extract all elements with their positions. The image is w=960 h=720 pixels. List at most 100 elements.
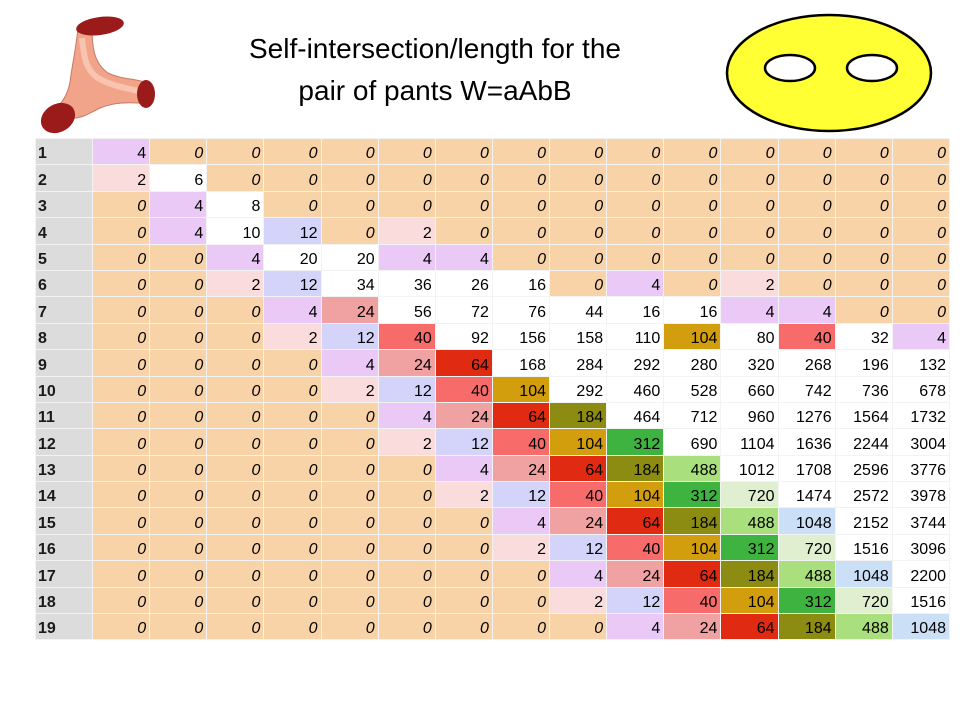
pants-shading bbox=[79, 37, 143, 95]
table-cell: 12 bbox=[548, 533, 608, 562]
table-cell: 0 bbox=[91, 190, 151, 219]
table-row: 16 0 0 0 0 0 0 0 2 12 40 104 312 720 1516 3096 bbox=[35, 533, 951, 562]
table-cell: 0 bbox=[663, 217, 722, 245]
table-cell: 0 bbox=[491, 243, 551, 271]
table-cell: 0 bbox=[91, 454, 151, 483]
table-row: 4 0 4 10 12 0 2 0 0 0 0 0 0 0 0 0 bbox=[35, 217, 951, 245]
table-cell: 0 bbox=[491, 164, 551, 192]
table-cell: 4 bbox=[434, 243, 493, 271]
table-cell: 712 bbox=[663, 401, 722, 430]
table-cell: 0 bbox=[434, 137, 493, 166]
table-cell: 16 bbox=[606, 296, 665, 324]
table-cell: 104 bbox=[663, 533, 722, 562]
table-cell: 1708 bbox=[777, 454, 836, 483]
table-cell: 0 bbox=[320, 613, 379, 641]
table-cell: 2 bbox=[491, 533, 551, 562]
table-cell: 0 bbox=[206, 349, 265, 377]
table-cell: 312 bbox=[777, 586, 836, 615]
table-cell: 0 bbox=[720, 190, 779, 219]
table-cell: 0 bbox=[263, 428, 322, 456]
table-cell: 184 bbox=[663, 507, 722, 535]
surface-hole-left bbox=[763, 53, 817, 83]
table-cell: 0 bbox=[263, 586, 322, 615]
table-cell: 0 bbox=[606, 164, 665, 192]
table-cell: 64 bbox=[491, 401, 551, 430]
pants-body bbox=[51, 25, 151, 119]
row-label: 9 bbox=[35, 349, 93, 377]
table-cell: 0 bbox=[548, 190, 608, 219]
table-cell: 12 bbox=[434, 428, 493, 456]
table-cell: 0 bbox=[606, 217, 665, 245]
table-cell: 4 bbox=[206, 243, 265, 271]
table-cell: 0 bbox=[206, 401, 265, 430]
table-cell: 40 bbox=[377, 322, 436, 351]
table-cell: 12 bbox=[263, 217, 322, 245]
table-row: 9 0 0 0 0 4 24 64 168 284 292 280 320 268 196 132 bbox=[35, 349, 951, 377]
table-cell: 0 bbox=[91, 375, 151, 403]
table-cell: 20 bbox=[263, 243, 322, 271]
table-cell: 0 bbox=[91, 349, 151, 377]
table-cell: 0 bbox=[149, 586, 208, 615]
table-cell: 0 bbox=[891, 243, 951, 271]
table-cell: 0 bbox=[263, 190, 322, 219]
table-cell: 0 bbox=[320, 164, 379, 192]
table-cell: 0 bbox=[149, 428, 208, 456]
table-cell: 12 bbox=[377, 375, 436, 403]
table-cell: 0 bbox=[663, 269, 722, 298]
table-cell: 0 bbox=[548, 164, 608, 192]
table-cell: 0 bbox=[663, 164, 722, 192]
table-cell: 0 bbox=[149, 481, 208, 509]
table-cell: 1012 bbox=[720, 454, 779, 483]
table-cell: 0 bbox=[149, 533, 208, 562]
table-row: 19 0 0 0 0 0 0 0 0 0 4 24 64 184 488 1048 bbox=[35, 613, 951, 641]
table-cell: 4 bbox=[434, 454, 493, 483]
table-cell: 0 bbox=[91, 481, 151, 509]
table-cell: 0 bbox=[891, 190, 951, 219]
table-cell: 0 bbox=[91, 507, 151, 535]
row-label: 2 bbox=[35, 164, 93, 192]
table-cell: 40 bbox=[491, 428, 551, 456]
table-cell: 6 bbox=[149, 164, 208, 192]
table-cell: 0 bbox=[434, 586, 493, 615]
table-cell: 76 bbox=[491, 296, 551, 324]
table-cell: 0 bbox=[377, 533, 436, 562]
table-cell: 4 bbox=[491, 507, 551, 535]
table-cell: 56 bbox=[377, 296, 436, 324]
table-cell: 268 bbox=[777, 349, 836, 377]
table-cell: 16 bbox=[491, 269, 551, 298]
table-cell: 0 bbox=[91, 560, 151, 588]
table-cell: 0 bbox=[377, 481, 436, 509]
table-cell: 0 bbox=[320, 217, 379, 245]
table-cell: 0 bbox=[720, 164, 779, 192]
table-cell: 72 bbox=[434, 296, 493, 324]
table-row: 6 0 0 2 12 34 36 26 16 0 4 0 2 0 0 0 bbox=[35, 269, 951, 298]
table-cell: 104 bbox=[720, 586, 779, 615]
table-cell: 0 bbox=[777, 269, 836, 298]
table-cell: 0 bbox=[434, 533, 493, 562]
table-cell: 0 bbox=[491, 613, 551, 641]
table-cell: 0 bbox=[206, 375, 265, 403]
table-cell: 0 bbox=[548, 137, 608, 166]
table-cell: 0 bbox=[320, 533, 379, 562]
table-cell: 460 bbox=[606, 375, 665, 403]
table-cell: 312 bbox=[720, 533, 779, 562]
table-cell: 742 bbox=[777, 375, 836, 403]
table-cell: 0 bbox=[434, 190, 493, 219]
table-cell: 36 bbox=[377, 269, 436, 298]
table-cell: 1276 bbox=[777, 401, 836, 430]
table-cell: 1516 bbox=[891, 586, 951, 615]
table-cell: 0 bbox=[149, 137, 208, 166]
table-cell: 0 bbox=[320, 560, 379, 588]
table-cell: 40 bbox=[777, 322, 836, 351]
table-cell: 312 bbox=[663, 481, 722, 509]
table-cell: 16 bbox=[663, 296, 722, 324]
table-cell: 488 bbox=[720, 507, 779, 535]
table-cell: 24 bbox=[663, 613, 722, 641]
table-cell: 2 bbox=[434, 481, 493, 509]
pants-right-cuff bbox=[137, 80, 155, 108]
table-cell: 0 bbox=[149, 349, 208, 377]
table-cell: 284 bbox=[548, 349, 608, 377]
table-cell: 690 bbox=[663, 428, 722, 456]
table-cell: 40 bbox=[548, 481, 608, 509]
table-cell: 34 bbox=[320, 269, 379, 298]
